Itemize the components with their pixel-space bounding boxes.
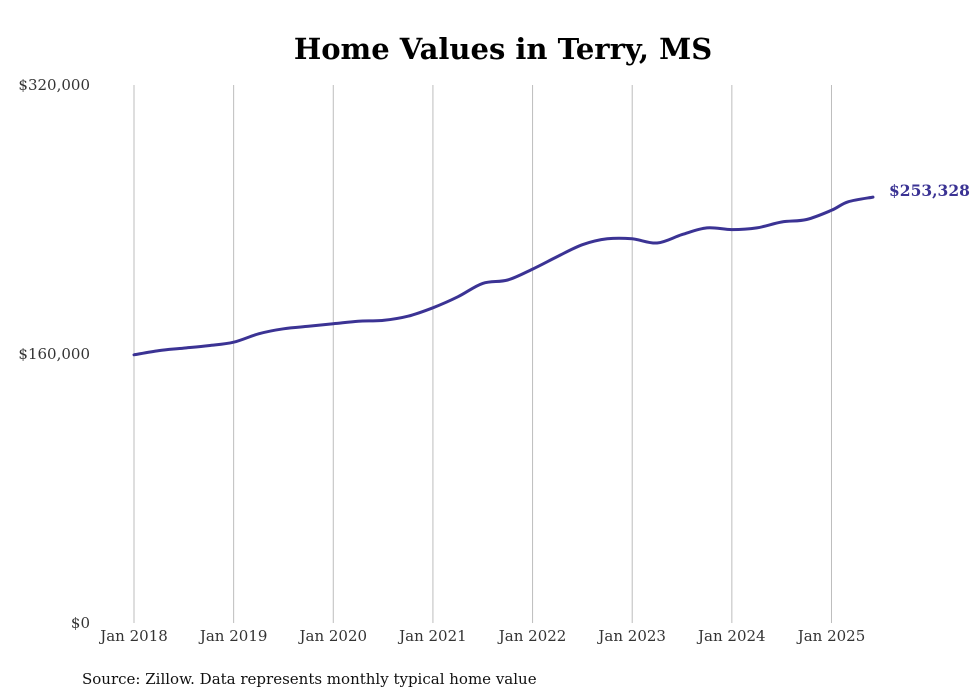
- x-axis-ticks: Jan 2018 Jan 2019 Jan 2020 Jan 2021 Jan 2022…: [98, 627, 865, 645]
- x-tick-label: Jan 2019: [198, 627, 268, 645]
- series-line: [132, 195, 875, 357]
- y-tick-label: $160,000: [18, 345, 90, 363]
- x-tick-label: Jan 2018: [98, 627, 168, 645]
- x-tick-label: Jan 2021: [397, 627, 467, 645]
- end-value-label: $253,328: [889, 181, 970, 200]
- x-tick-label: Jan 2020: [297, 627, 367, 645]
- x-tick-label: Jan 2023: [596, 627, 666, 645]
- y-tick-label: $320,000: [18, 76, 90, 94]
- gridlines: [133, 85, 832, 623]
- x-tick-label: Jan 2022: [497, 627, 567, 645]
- x-tick-label: Jan 2025: [796, 627, 866, 645]
- source-note: Source: Zillow. Data represents monthly …: [82, 670, 537, 688]
- chart-title: Home Values in Terry, MS: [294, 32, 712, 66]
- x-tick-label: Jan 2024: [696, 627, 766, 645]
- y-tick-label: $0: [71, 614, 90, 632]
- y-axis-ticks: $0 $160,000 $320,000: [18, 76, 90, 632]
